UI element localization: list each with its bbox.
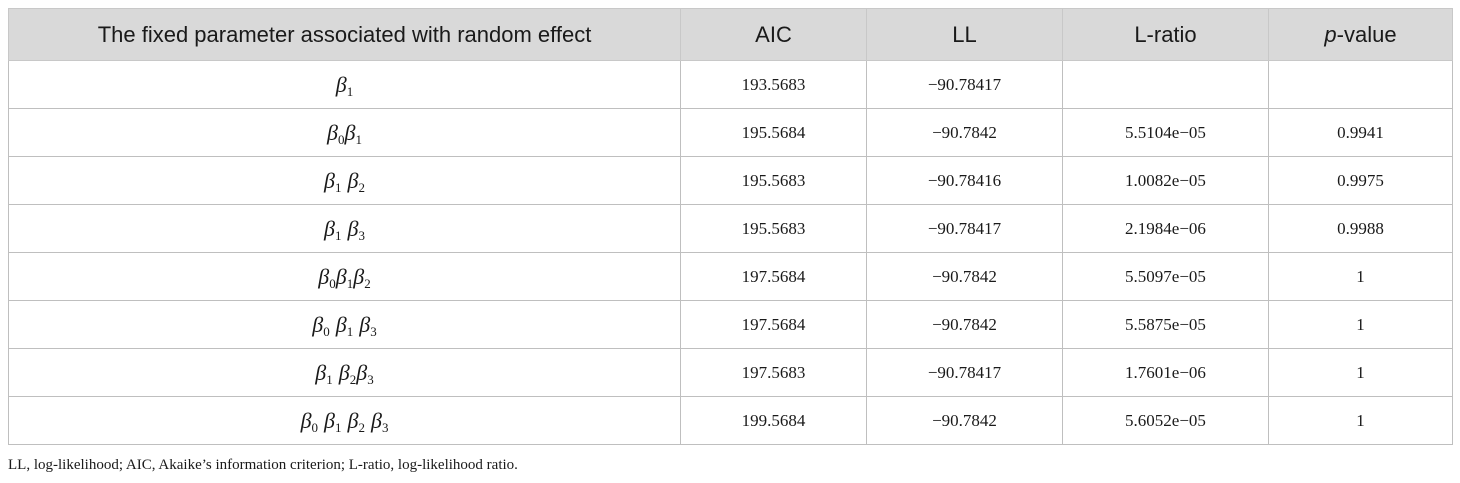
beta-symbol: β [347, 407, 359, 433]
beta-symbol: β [370, 407, 382, 433]
beta-subscript: 1 [346, 323, 354, 339]
beta-subscript: 0 [323, 323, 330, 339]
cell-aic: 197.5684 [680, 300, 867, 349]
cell-p-value: 0.9988 [1268, 204, 1453, 253]
header-row: The fixed parameter associated with rand… [8, 8, 1453, 61]
table-row: β1 β2β3 197.5683 −90.78417 1.7601e−06 1 [8, 348, 1453, 397]
cell-p-value: 1 [1268, 396, 1453, 445]
cell-l-ratio [1062, 60, 1269, 109]
table-row: β0 β1 β3 197.5684 −90.7842 5.5875e−05 1 [8, 300, 1453, 349]
cell-ll: −90.78416 [866, 156, 1063, 205]
cell-l-ratio: 5.5104e−05 [1062, 108, 1269, 157]
cell-parameters: β1 β3 [8, 204, 681, 253]
cell-aic: 199.5684 [680, 396, 867, 445]
beta-subscript: 1 [335, 179, 342, 195]
table-row: β0 β1 β2 β3 199.5684 −90.7842 5.6052e−05 1 [8, 396, 1453, 445]
cell-aic: 197.5683 [680, 348, 867, 397]
table-body: β1 193.5683 −90.78417 β0β1 195.5684 −90.7842 5… [8, 60, 1453, 445]
cell-parameters: β0β1β2 [8, 252, 681, 301]
table-header: The fixed parameter associated with rand… [8, 8, 1453, 61]
beta-symbol: β [347, 167, 359, 193]
table-row: β0β1 195.5684 −90.7842 5.5104e−05 0.9941 [8, 108, 1453, 157]
cell-parameters: β0β1 [8, 108, 681, 157]
beta-symbol: β [312, 311, 324, 337]
beta-symbol: β [335, 263, 347, 289]
cell-ll: −90.7842 [866, 396, 1063, 445]
beta-subscript: 0 [311, 419, 319, 435]
table-footnote: LL, log-likelihood; AIC, Akaike’s inform… [8, 457, 518, 473]
beta-symbol: β [324, 167, 335, 193]
cell-aic: 195.5683 [680, 204, 867, 253]
beta-symbol: β [315, 359, 327, 385]
cell-aic: 195.5684 [680, 108, 867, 157]
cell-ll: −90.78417 [866, 60, 1063, 109]
table-row: β1 β3 195.5683 −90.78417 2.1984e−06 0.9988 [8, 204, 1453, 253]
cell-parameters: β0 β1 β2 β3 [8, 396, 681, 445]
cell-parameters: β1 β2β3 [8, 348, 681, 397]
cell-p-value: 0.9941 [1268, 108, 1453, 157]
cell-aic: 197.5684 [680, 252, 867, 301]
beta-symbol: β [359, 311, 371, 337]
table-row: β1 β2 195.5683 −90.78416 1.0082e−05 0.9975 [8, 156, 1453, 205]
beta-symbol: β [347, 215, 359, 241]
beta-symbol: β [338, 359, 350, 385]
beta-subscript: 1 [326, 371, 333, 387]
cell-l-ratio: 2.1984e−06 [1062, 204, 1269, 253]
cell-ll: −90.7842 [866, 300, 1063, 349]
beta-subscript: 1 [335, 419, 342, 435]
beta-subscript: 3 [358, 227, 365, 243]
cell-p-value: 1 [1268, 252, 1453, 301]
table-row: β0β1β2 197.5684 −90.7842 5.5097e−05 1 [8, 252, 1453, 301]
beta-subscript: 0 [338, 131, 345, 147]
beta-subscript: 2 [358, 179, 365, 195]
header-parameter: The fixed parameter associated with rand… [8, 8, 681, 61]
beta-subscript: 1 [346, 275, 354, 291]
beta-subscript: 2 [364, 275, 371, 291]
cell-parameters: β1 [8, 60, 681, 109]
beta-subscript: 3 [381, 419, 389, 435]
header-ll: LL [866, 8, 1063, 61]
beta-subscript: 1 [346, 83, 354, 99]
cell-l-ratio: 1.0082e−05 [1062, 156, 1269, 205]
results-table-container: The fixed parameter associated with rand… [8, 8, 1453, 445]
cell-l-ratio: 5.5097e−05 [1062, 252, 1269, 301]
cell-parameters: β1 β2 [8, 156, 681, 205]
cell-l-ratio: 5.5875e−05 [1062, 300, 1269, 349]
cell-ll: −90.78417 [866, 348, 1063, 397]
header-aic: AIC [680, 8, 867, 61]
beta-subscript: 3 [370, 323, 377, 339]
beta-symbol: β [335, 311, 347, 337]
header-l-ratio: L-ratio [1062, 8, 1269, 61]
cell-parameters: β0 β1 β3 [8, 300, 681, 349]
cell-ll: −90.7842 [866, 108, 1063, 157]
cell-ll: −90.7842 [866, 252, 1063, 301]
beta-subscript: 1 [355, 131, 362, 147]
beta-symbol: β [300, 407, 312, 433]
beta-symbol: β [327, 119, 338, 145]
cell-aic: 195.5683 [680, 156, 867, 205]
cell-ll: −90.78417 [866, 204, 1063, 253]
cell-p-value: 1 [1268, 300, 1453, 349]
cell-l-ratio: 1.7601e−06 [1062, 348, 1269, 397]
model-comparison-table: The fixed parameter associated with rand… [8, 8, 1453, 445]
beta-subscript: 3 [367, 371, 374, 387]
cell-p-value: 0.9975 [1268, 156, 1453, 205]
cell-p-value: 1 [1268, 348, 1453, 397]
header-p-value: p-value [1268, 8, 1453, 61]
beta-subscript: 2 [358, 419, 365, 435]
beta-subscript: 1 [335, 227, 342, 243]
beta-symbol: β [356, 359, 368, 385]
cell-p-value [1268, 60, 1453, 109]
beta-subscript: 0 [329, 275, 336, 291]
beta-symbol: β [353, 263, 365, 289]
beta-symbol: β [335, 71, 347, 97]
cell-aic: 193.5683 [680, 60, 867, 109]
beta-symbol: β [324, 215, 335, 241]
beta-symbol: β [344, 119, 356, 145]
cell-l-ratio: 5.6052e−05 [1062, 396, 1269, 445]
beta-subscript: 2 [349, 371, 357, 387]
beta-symbol: β [324, 407, 335, 433]
beta-symbol: β [318, 263, 330, 289]
table-row: β1 193.5683 −90.78417 [8, 60, 1453, 109]
